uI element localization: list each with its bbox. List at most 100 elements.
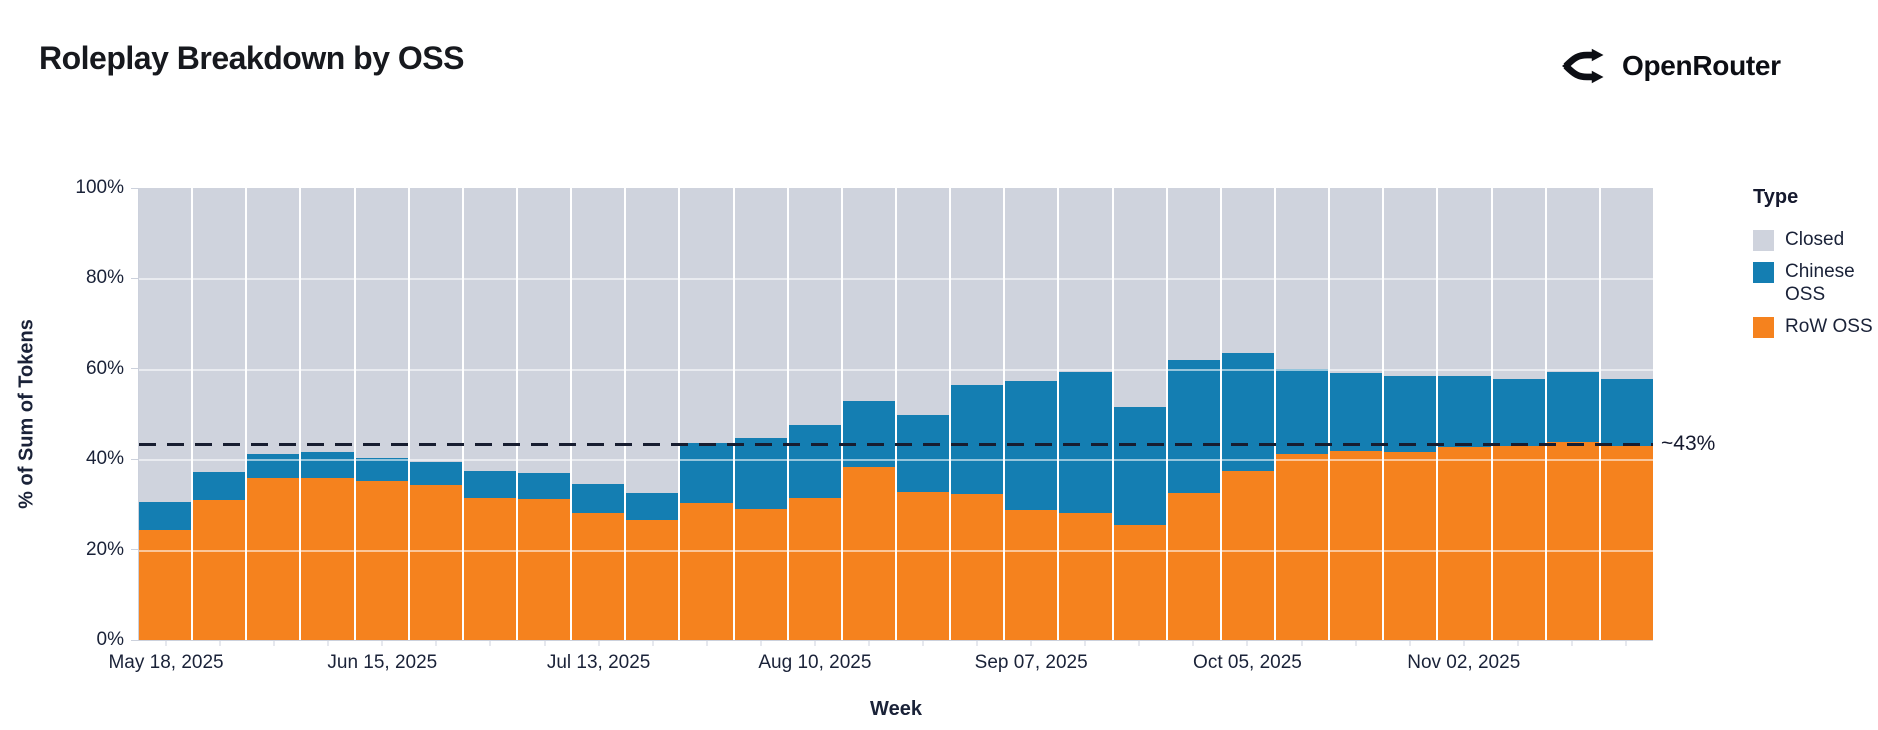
bar-segment-closed bbox=[355, 188, 408, 459]
x-tick-label: Sep 07, 2025 bbox=[974, 652, 1088, 673]
bar-segment-closed bbox=[1492, 188, 1545, 380]
bar-segment-row-oss bbox=[680, 502, 733, 640]
openrouter-logo-icon bbox=[1562, 46, 1609, 86]
bar-column bbox=[1167, 188, 1220, 640]
x-tick-label: Jun 15, 2025 bbox=[327, 652, 438, 673]
bar-segment-chinese-oss bbox=[1438, 376, 1491, 448]
x-tick bbox=[327, 640, 329, 646]
x-tick bbox=[652, 640, 654, 646]
bar-segment-row-oss bbox=[1546, 441, 1599, 640]
bar-segment-chinese-oss bbox=[517, 473, 571, 499]
bar-segment-chinese-oss bbox=[1059, 372, 1112, 513]
bar-column bbox=[1330, 188, 1383, 640]
bar-column bbox=[301, 188, 354, 640]
x-tick bbox=[1571, 640, 1573, 646]
bar-segment-closed bbox=[517, 188, 571, 474]
bar-column bbox=[1438, 188, 1491, 640]
bar-column bbox=[355, 188, 408, 640]
bar-segment-closed bbox=[951, 188, 1004, 385]
bar-segment-row-oss bbox=[517, 498, 571, 640]
bar-segment-chinese-oss bbox=[896, 415, 950, 492]
brand-name: OpenRouter bbox=[1622, 50, 1781, 81]
x-tick bbox=[1192, 640, 1194, 646]
bar-segment-closed bbox=[572, 188, 625, 484]
bar-segment-closed bbox=[247, 188, 300, 454]
bar-segment-closed bbox=[1600, 188, 1653, 380]
legend-label: Chinese OSS bbox=[1785, 261, 1855, 305]
x-tick bbox=[273, 640, 275, 646]
bar-segment-chinese-oss bbox=[193, 472, 246, 500]
bar-segment-row-oss bbox=[1275, 453, 1329, 640]
bar-segment-row-oss bbox=[1384, 452, 1437, 640]
bar-segment-row-oss bbox=[1167, 492, 1220, 640]
bar-column bbox=[463, 188, 516, 640]
bar-segment-chinese-oss bbox=[1275, 368, 1329, 454]
page-title: Roleplay Breakdown by OSS bbox=[39, 40, 464, 76]
bar-segment-row-oss bbox=[626, 519, 679, 640]
bar-segment-chinese-oss bbox=[626, 492, 679, 520]
bar-segment-chinese-oss bbox=[1384, 375, 1437, 453]
bar-segment-chinese-oss bbox=[247, 453, 300, 479]
x-tick-label: May 18, 2025 bbox=[108, 652, 224, 673]
bar-segment-row-oss bbox=[734, 508, 787, 640]
bar-segment-chinese-oss bbox=[301, 452, 354, 479]
bar-segment-chinese-oss bbox=[355, 458, 408, 482]
bar-segment-chinese-oss bbox=[842, 401, 895, 468]
bar-column bbox=[517, 188, 571, 640]
bar-segment-closed bbox=[409, 188, 462, 463]
legend-item-closed: Closed bbox=[1753, 229, 1875, 251]
bar-segment-row-oss bbox=[463, 497, 516, 640]
legend-swatch bbox=[1753, 262, 1774, 284]
bar-segment-row-oss bbox=[193, 499, 246, 640]
bar-segment-row-oss bbox=[1600, 445, 1653, 640]
bar-column bbox=[1546, 188, 1599, 640]
bar-column bbox=[247, 188, 300, 640]
y-tick bbox=[131, 458, 139, 460]
bar-column bbox=[572, 188, 625, 640]
bar-segment-chinese-oss bbox=[1546, 371, 1599, 442]
bar-segment-chinese-oss bbox=[1005, 381, 1058, 510]
bar-segment-chinese-oss bbox=[734, 437, 787, 509]
bar-segment-closed bbox=[193, 188, 246, 473]
bar-segment-closed bbox=[788, 188, 841, 425]
bar-column bbox=[1005, 188, 1058, 640]
bar-segment-closed bbox=[1384, 188, 1437, 376]
x-tick bbox=[435, 640, 437, 646]
y-tick-label: 40% bbox=[85, 448, 124, 470]
bar-column bbox=[1275, 188, 1329, 640]
x-tick bbox=[814, 640, 816, 646]
bar-segment-closed bbox=[680, 188, 733, 443]
bar-segment-closed bbox=[1005, 188, 1058, 382]
bar-column bbox=[896, 188, 950, 640]
brand: OpenRouter bbox=[1562, 46, 1781, 86]
bar-segment-row-oss bbox=[951, 493, 1004, 640]
bar-segment-chinese-oss bbox=[1330, 372, 1383, 451]
bar-segment-closed bbox=[734, 188, 787, 438]
x-tick bbox=[1246, 640, 1248, 646]
y-tick bbox=[131, 187, 139, 189]
x-tick bbox=[1355, 640, 1357, 646]
bar-segment-closed bbox=[1330, 188, 1383, 373]
bar-column bbox=[193, 188, 246, 640]
bar-segment-chinese-oss bbox=[680, 442, 733, 503]
x-tick bbox=[1517, 640, 1519, 646]
bar-segment-chinese-oss bbox=[463, 471, 516, 498]
bar-column bbox=[842, 188, 895, 640]
y-axis-spine bbox=[138, 188, 139, 641]
y-tick bbox=[131, 277, 139, 279]
legend-item-row-oss: RoW OSS bbox=[1753, 316, 1875, 339]
bar-segment-row-oss bbox=[409, 484, 462, 640]
bar-segment-row-oss bbox=[1221, 471, 1274, 640]
bar-segment-row-oss bbox=[1330, 450, 1383, 640]
bar-segment-closed bbox=[1275, 188, 1329, 369]
x-tick bbox=[165, 640, 167, 646]
bar-column bbox=[788, 188, 841, 640]
bar-segment-chinese-oss bbox=[951, 384, 1004, 494]
x-tick-label: Nov 02, 2025 bbox=[1407, 652, 1521, 673]
bar-column bbox=[139, 188, 192, 640]
x-tick bbox=[1625, 640, 1627, 646]
x-tick-label: Jul 13, 2025 bbox=[546, 652, 651, 673]
x-tick bbox=[706, 640, 708, 646]
bar-segment-closed bbox=[139, 188, 192, 502]
